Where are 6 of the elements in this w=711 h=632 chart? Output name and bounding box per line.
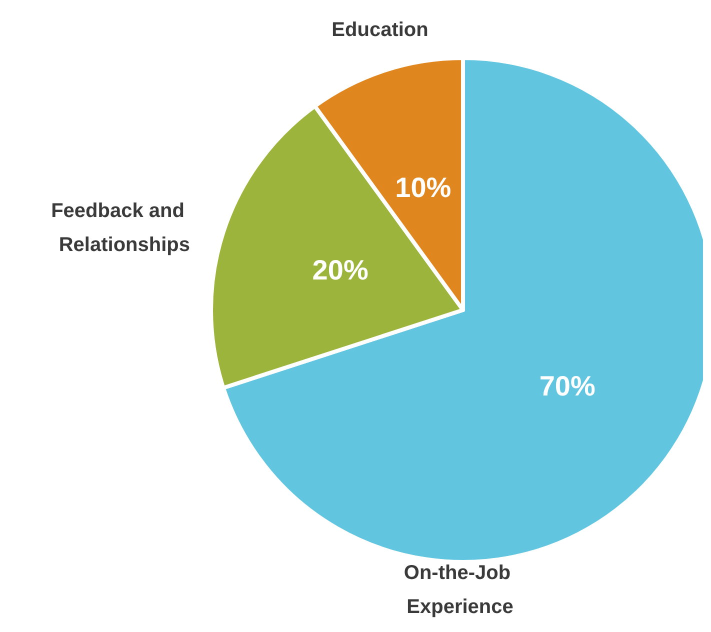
slice-label: On-the-Job Experience — [404, 562, 516, 618]
data-label: 20% — [312, 254, 368, 286]
slice-label: Feedback and Relationships — [51, 200, 190, 256]
data-label: 10% — [395, 172, 452, 203]
slice-label: Education — [332, 19, 428, 41]
data-label: 70% — [539, 370, 596, 402]
